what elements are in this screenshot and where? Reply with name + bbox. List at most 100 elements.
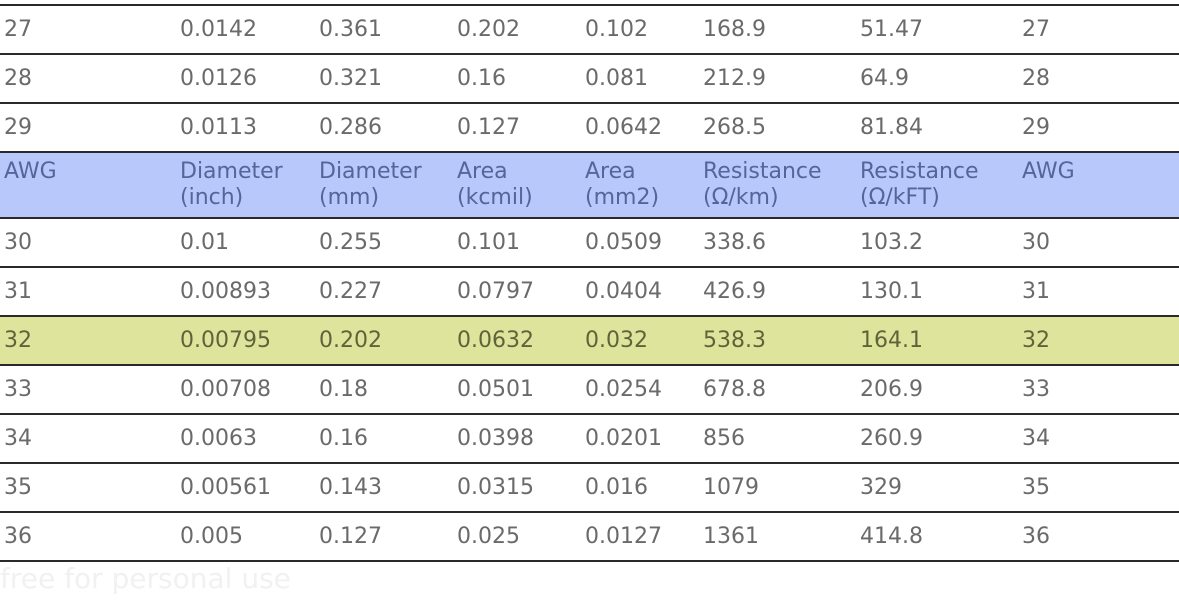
diameter-inch-cell: 0.01 — [180, 229, 229, 255]
table-row: 27 0.0142 0.361 0.202 0.102 168.9 51.47 … — [0, 5, 1179, 54]
header-label: Diameter — [180, 159, 283, 184]
header-unit: (Ω/km) — [703, 185, 779, 210]
table-row: 31 0.00893 0.227 0.0797 0.0404 426.9 130… — [0, 267, 1179, 316]
header-label: AWG — [1022, 159, 1075, 184]
header-resistance-ohm-km: Resistance (Ω/km) — [699, 152, 856, 218]
diameter-inch-cell: 0.0126 — [180, 65, 257, 91]
header-label: Diameter — [319, 159, 422, 184]
awg-cell: 33 — [4, 376, 32, 402]
watermark-text: free for personal use — [0, 562, 291, 595]
table-row: 29 0.0113 0.286 0.127 0.0642 268.5 81.84… — [0, 103, 1179, 152]
header-unit: (kcmil) — [457, 185, 533, 210]
header-awg: AWG — [0, 152, 176, 218]
diameter-inch-cell: 0.00893 — [180, 278, 271, 304]
awg-wire-gauge-table: 27 0.0142 0.361 0.202 0.102 168.9 51.47 … — [0, 4, 1179, 562]
table-row: 30 0.01 0.255 0.101 0.0509 338.6 103.2 3… — [0, 218, 1179, 267]
diameter-inch-cell: 0.005 — [180, 523, 243, 549]
area-mm2-cell: 0.081 — [585, 65, 648, 91]
column-header-row: AWG Diameter (inch) Diameter (mm) Area (… — [0, 152, 1179, 218]
header-label: Resistance — [703, 159, 822, 184]
table-row: 33 0.00708 0.18 0.0501 0.0254 678.8 206.… — [0, 365, 1179, 414]
resistance-ohm-km-cell: 1361 — [703, 523, 759, 549]
diameter-mm-cell: 0.143 — [319, 474, 382, 500]
awg-cell: 27 — [4, 16, 32, 42]
resistance-ohm-kft-cell: 164.1 — [860, 327, 923, 353]
header-area-kcmil: Area (kcmil) — [453, 152, 581, 218]
diameter-inch-cell: 0.00561 — [180, 474, 271, 500]
table-row: 28 0.0126 0.321 0.16 0.081 212.9 64.9 28 — [0, 54, 1179, 103]
header-unit: (inch) — [180, 185, 244, 210]
resistance-ohm-km-cell: 856 — [703, 425, 745, 451]
awg-cell: 28 — [1022, 65, 1050, 91]
area-mm2-cell: 0.016 — [585, 474, 648, 500]
diameter-mm-cell: 0.18 — [319, 376, 368, 402]
diameter-inch-cell: 0.0063 — [180, 425, 257, 451]
area-mm2-cell: 0.0201 — [585, 425, 662, 451]
header-unit: (Ω/kFT) — [860, 185, 940, 210]
resistance-ohm-kft-cell: 329 — [860, 474, 902, 500]
diameter-mm-cell: 0.255 — [319, 229, 382, 255]
awg-cell: 34 — [1022, 425, 1050, 451]
awg-cell: 29 — [4, 114, 32, 140]
awg-cell: 27 — [1022, 16, 1050, 42]
header-resistance-ohm-kft: Resistance (Ω/kFT) — [856, 152, 1018, 218]
area-kcmil-cell: 0.127 — [457, 114, 520, 140]
resistance-ohm-km-cell: 168.9 — [703, 16, 766, 42]
resistance-ohm-kft-cell: 51.47 — [860, 16, 923, 42]
table-body: 27 0.0142 0.361 0.202 0.102 168.9 51.47 … — [0, 5, 1179, 561]
awg-cell: 28 — [4, 65, 32, 91]
area-kcmil-cell: 0.202 — [457, 16, 520, 42]
header-awg: AWG — [1018, 152, 1179, 218]
resistance-ohm-km-cell: 678.8 — [703, 376, 766, 402]
table-row-highlighted: 32 0.00795 0.202 0.0632 0.032 538.3 164.… — [0, 316, 1179, 365]
awg-cell: 30 — [1022, 229, 1050, 255]
awg-cell: 32 — [4, 327, 32, 353]
resistance-ohm-kft-cell: 81.84 — [860, 114, 923, 140]
area-mm2-cell: 0.0509 — [585, 229, 662, 255]
awg-cell: 36 — [1022, 523, 1050, 549]
area-mm2-cell: 0.0254 — [585, 376, 662, 402]
awg-cell: 31 — [4, 278, 32, 304]
awg-cell: 32 — [1022, 327, 1050, 353]
area-mm2-cell: 0.0127 — [585, 523, 662, 549]
awg-cell: 30 — [4, 229, 32, 255]
area-kcmil-cell: 0.16 — [457, 65, 506, 91]
resistance-ohm-km-cell: 1079 — [703, 474, 759, 500]
table-row: 34 0.0063 0.16 0.0398 0.0201 856 260.9 3… — [0, 414, 1179, 463]
area-mm2-cell: 0.0642 — [585, 114, 662, 140]
area-mm2-cell: 0.102 — [585, 16, 648, 42]
area-kcmil-cell: 0.0501 — [457, 376, 534, 402]
header-label: AWG — [4, 159, 57, 184]
area-mm2-cell: 0.0404 — [585, 278, 662, 304]
area-kcmil-cell: 0.0315 — [457, 474, 534, 500]
area-kcmil-cell: 0.0398 — [457, 425, 534, 451]
area-kcmil-cell: 0.0632 — [457, 327, 534, 353]
diameter-inch-cell: 0.00795 — [180, 327, 271, 353]
resistance-ohm-km-cell: 538.3 — [703, 327, 766, 353]
diameter-inch-cell: 0.0113 — [180, 114, 257, 140]
area-kcmil-cell: 0.0797 — [457, 278, 534, 304]
resistance-ohm-km-cell: 268.5 — [703, 114, 766, 140]
area-mm2-cell: 0.032 — [585, 327, 648, 353]
header-unit: (mm2) — [585, 185, 660, 210]
header-label: Resistance — [860, 159, 979, 184]
table-row: 35 0.00561 0.143 0.0315 0.016 1079 329 3… — [0, 463, 1179, 512]
awg-cell: 35 — [1022, 474, 1050, 500]
header-label: Area — [585, 159, 636, 184]
header-diameter-mm: Diameter (mm) — [315, 152, 453, 218]
area-kcmil-cell: 0.025 — [457, 523, 520, 549]
area-kcmil-cell: 0.101 — [457, 229, 520, 255]
diameter-mm-cell: 0.127 — [319, 523, 382, 549]
table-row: 36 0.005 0.127 0.025 0.0127 1361 414.8 3… — [0, 512, 1179, 561]
header-unit: (mm) — [319, 185, 380, 210]
diameter-mm-cell: 0.321 — [319, 65, 382, 91]
diameter-mm-cell: 0.286 — [319, 114, 382, 140]
awg-cell: 36 — [4, 523, 32, 549]
header-diameter-inch: Diameter (inch) — [176, 152, 315, 218]
header-area-mm2: Area (mm2) — [581, 152, 699, 218]
resistance-ohm-kft-cell: 103.2 — [860, 229, 923, 255]
resistance-ohm-km-cell: 338.6 — [703, 229, 766, 255]
diameter-inch-cell: 0.0142 — [180, 16, 257, 42]
resistance-ohm-km-cell: 212.9 — [703, 65, 766, 91]
resistance-ohm-kft-cell: 206.9 — [860, 376, 923, 402]
